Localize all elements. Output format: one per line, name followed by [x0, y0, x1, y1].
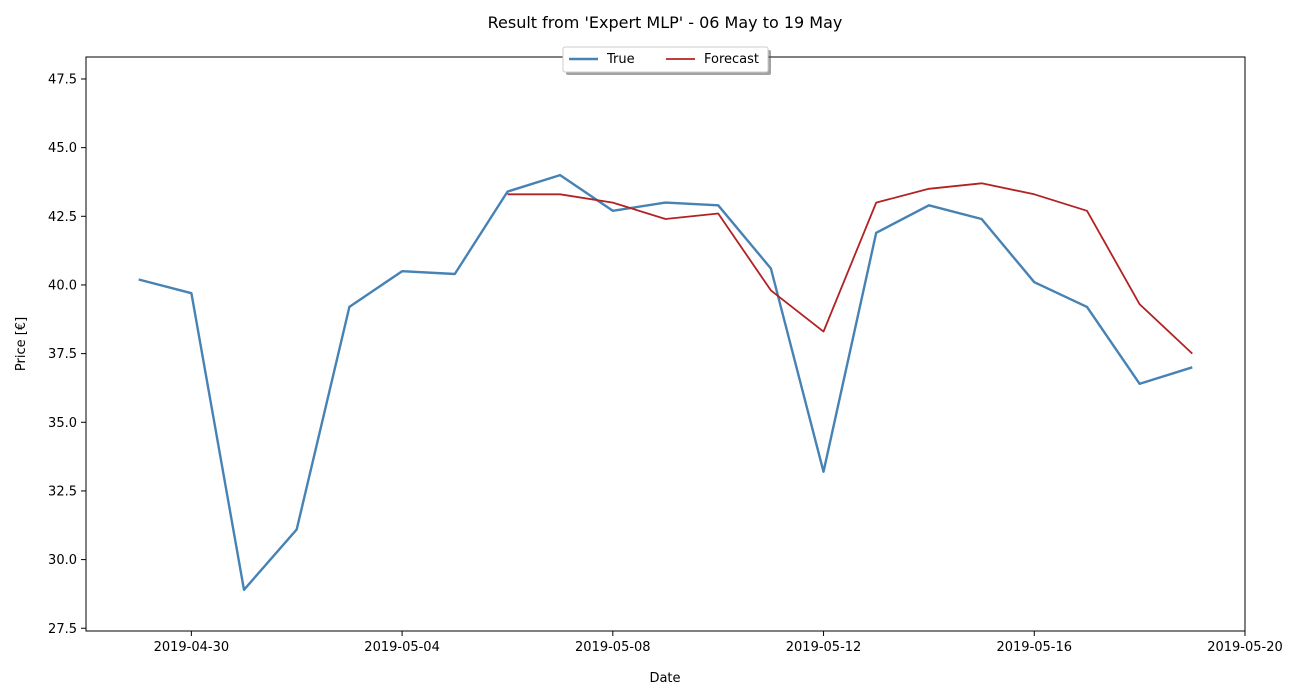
x-tick-label: 2019-05-16 [996, 640, 1072, 655]
x-tick-label: 2019-05-12 [786, 640, 862, 655]
x-axis: 2019-04-30 2019-05-04 2019-05-08 2019-05-12… [154, 631, 1283, 655]
y-tick-label: 37.5 [48, 347, 77, 362]
chart-title: Result from 'Expert MLP' - 06 May to 19 … [488, 13, 843, 32]
legend-box [562, 46, 769, 73]
series-line-forecast [507, 182, 1193, 355]
x-tick-label: 2019-04-30 [154, 640, 230, 655]
legend: True Forecast [562, 46, 771, 75]
x-axis-label: Date [649, 671, 680, 686]
y-tick-label: 40.0 [48, 278, 77, 293]
x-tick-label: 2019-05-08 [575, 640, 651, 655]
series-layer [138, 173, 1193, 591]
y-tick-label: 27.5 [48, 622, 77, 637]
legend-label-true: True [606, 52, 635, 67]
y-tick-label: 35.0 [48, 416, 77, 431]
x-tick-label: 2019-05-04 [364, 640, 440, 655]
y-axis: 27.5 30.0 32.5 35.0 37.5 40.0 42.5 45.0 47.5 [48, 72, 86, 637]
y-tick-label: 45.0 [48, 141, 77, 156]
y-axis-label: Price [€] [14, 317, 29, 371]
y-tick-label: 30.0 [48, 553, 77, 568]
y-tick-label: 47.5 [48, 72, 77, 87]
series-line-true [138, 173, 1193, 591]
y-tick-label: 42.5 [48, 210, 77, 225]
plot-area [86, 57, 1245, 631]
x-tick-label: 2019-05-20 [1207, 640, 1283, 655]
y-tick-label: 32.5 [48, 484, 77, 499]
legend-label-forecast: Forecast [704, 52, 759, 67]
